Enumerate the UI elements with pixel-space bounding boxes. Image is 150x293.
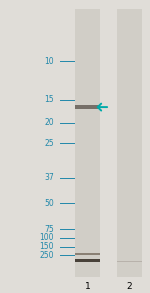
Text: 10: 10 — [45, 57, 54, 66]
Text: 150: 150 — [40, 242, 54, 251]
Text: 15: 15 — [45, 96, 54, 104]
Text: 50: 50 — [44, 199, 54, 208]
Bar — [75, 253, 100, 255]
Text: 37: 37 — [44, 173, 54, 182]
Bar — [117, 9, 142, 277]
Bar — [75, 9, 100, 277]
Text: 75: 75 — [44, 225, 54, 234]
Bar — [117, 261, 142, 263]
Text: 2: 2 — [126, 282, 132, 291]
Text: 25: 25 — [45, 139, 54, 148]
Text: 20: 20 — [45, 118, 54, 127]
Bar — [75, 259, 100, 263]
Bar — [75, 105, 100, 108]
Text: 1: 1 — [85, 282, 90, 291]
Text: 250: 250 — [40, 251, 54, 260]
Text: 100: 100 — [40, 234, 54, 242]
